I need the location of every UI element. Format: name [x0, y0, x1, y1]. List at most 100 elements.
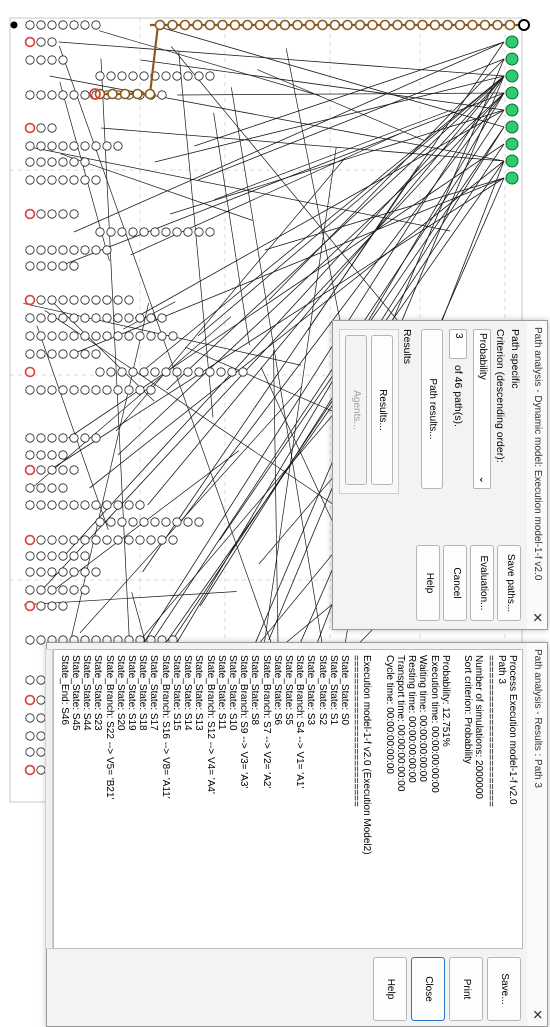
state-node — [80, 175, 90, 185]
state-node — [80, 585, 90, 595]
state-node — [58, 295, 68, 305]
end-node — [505, 120, 519, 134]
state-node — [157, 313, 167, 323]
end-node — [505, 52, 519, 66]
state-node — [150, 517, 160, 527]
state-node — [117, 367, 127, 377]
path-results-button[interactable]: Path results... — [421, 329, 443, 489]
state-node — [69, 157, 79, 167]
state-node — [91, 175, 101, 185]
state-node — [47, 331, 57, 341]
state-node — [47, 433, 57, 443]
state-node — [25, 585, 35, 595]
help-button[interactable]: Help — [416, 545, 440, 621]
state-node — [139, 367, 149, 377]
save-button[interactable]: Save... — [487, 957, 521, 1021]
results-line: Process Execution model-1-f v2.0 — [507, 655, 518, 805]
transition-edge — [140, 59, 505, 111]
state-node — [58, 313, 68, 323]
state-node — [102, 141, 112, 151]
state-node — [58, 483, 68, 493]
cancel-button[interactable]: Cancel — [443, 545, 467, 621]
state-node — [36, 157, 46, 167]
state-node — [161, 71, 171, 81]
state-node — [47, 567, 57, 577]
state-node — [194, 517, 204, 527]
results-button[interactable]: Results... — [371, 335, 393, 485]
state-node — [183, 517, 193, 527]
highlighted-node — [217, 19, 228, 31]
close-icon[interactable]: ✕ — [530, 612, 545, 623]
highlighted-node — [242, 19, 253, 31]
highlighted-node — [367, 19, 378, 31]
state-node — [36, 20, 46, 30]
results-line: State_State: S45 — [70, 655, 82, 731]
close-button[interactable]: Close — [411, 957, 445, 1021]
state-node — [69, 245, 79, 255]
state-node — [106, 71, 116, 81]
state-node — [36, 567, 46, 577]
close-icon[interactable]: ✕ — [530, 1009, 545, 1020]
evaluation-button[interactable]: Evaluation... — [470, 545, 494, 621]
results-line: State_Branch: S9 --> V3= 'A3' — [238, 655, 250, 789]
state-node — [36, 483, 46, 493]
transition-edge — [180, 92, 505, 523]
save-paths-button[interactable]: Save paths... — [497, 545, 521, 621]
state-node — [47, 465, 57, 475]
state-node — [80, 157, 90, 167]
state-node — [80, 141, 90, 151]
state-node — [113, 295, 123, 305]
state-node — [47, 483, 57, 493]
results-line: Execution model-1-f v2.0 (Execution Mode… — [361, 655, 373, 855]
state-node — [36, 675, 46, 685]
state-node — [69, 141, 79, 151]
state-node — [47, 55, 57, 65]
state-node — [36, 535, 46, 545]
of-paths-label: of 46 path(s). — [452, 365, 464, 427]
state-node — [58, 567, 68, 577]
state-node — [58, 551, 68, 561]
transition-edge — [63, 75, 505, 557]
state-node — [139, 517, 149, 527]
state-node — [47, 551, 57, 561]
highlighted-node — [154, 19, 166, 31]
state-node — [25, 90, 35, 100]
state-node — [25, 261, 35, 271]
path-number-spinner[interactable]: 3 — [449, 329, 467, 359]
state-node — [36, 465, 46, 475]
state-node — [227, 367, 237, 377]
criterion-select[interactable]: Probability ⌄ — [473, 329, 491, 489]
dialog-title-bar[interactable]: Path analysis - Dynamic model: Execution… — [527, 321, 547, 629]
transition-edge — [58, 41, 505, 77]
state-node — [95, 517, 105, 527]
state-node — [69, 90, 79, 100]
state-node — [194, 227, 204, 237]
horizontal-scrollbar[interactable] — [45, 649, 53, 949]
end-node — [518, 19, 530, 31]
state-node — [58, 450, 68, 460]
results-text-area[interactable]: Process Execution model-1-f v2.0 Path 3 ==… — [53, 649, 523, 949]
print-button[interactable]: Print — [449, 957, 483, 1021]
state-node — [95, 367, 105, 377]
state-node — [58, 209, 68, 219]
results-line: State_State: S13 — [193, 655, 205, 731]
state-node — [91, 385, 101, 395]
results-title-bar[interactable]: Path analysis - Results : Path 3 ✕ — [527, 643, 547, 1026]
state-node — [102, 385, 112, 395]
results-line: State_State: S5 — [282, 655, 294, 726]
state-node — [106, 227, 116, 237]
state-node — [36, 209, 46, 219]
help-button[interactable]: Help — [373, 957, 407, 1021]
state-node — [128, 227, 138, 237]
state-node — [25, 675, 35, 685]
state-node — [113, 385, 123, 395]
state-node — [91, 245, 101, 255]
state-node — [194, 367, 204, 377]
results-line: State_State: S2 — [316, 655, 328, 726]
state-node — [91, 141, 101, 151]
state-node — [95, 227, 105, 237]
state-node — [58, 20, 68, 30]
agents-button[interactable]: Agents... — [345, 335, 367, 485]
results-line: Probability: 12.751% — [439, 655, 451, 747]
